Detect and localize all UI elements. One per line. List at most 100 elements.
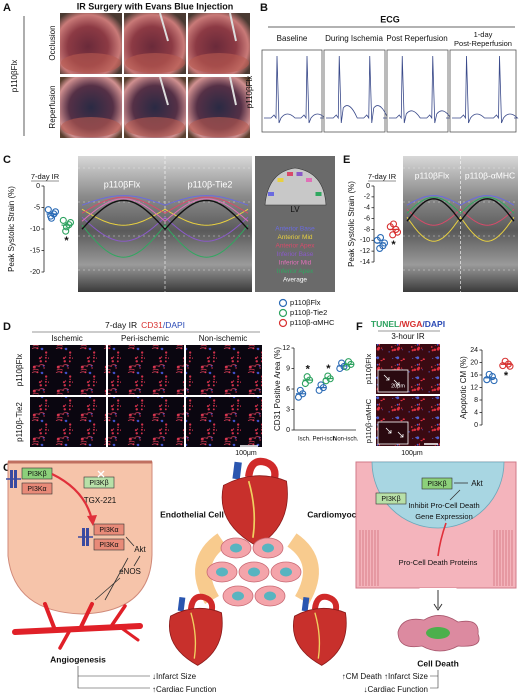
cell-type-label: Cardiomyocyte — [307, 509, 369, 519]
ecg-frame — [449, 49, 517, 133]
column-label: Post-Reperfusion — [454, 39, 512, 48]
row-label: p110βFlx — [364, 354, 373, 385]
group-label: p110βFlx — [10, 60, 19, 92]
tissue — [61, 117, 121, 137]
y-tick-label: 24 — [470, 347, 478, 354]
segment-legend: Inferior Base — [277, 251, 314, 258]
strain-curve — [81, 199, 249, 231]
tissue — [125, 53, 185, 73]
data-point — [62, 227, 70, 235]
y-axis-label: CD31 Positive Area (%) — [273, 347, 282, 431]
blood-vessel — [108, 604, 127, 630]
enos-label: eNOS — [119, 567, 141, 576]
ecg-frame — [261, 49, 323, 133]
nucleus — [248, 567, 260, 577]
panel-title: ECG — [380, 14, 400, 24]
y-tick-label: 12 — [282, 345, 290, 352]
row-label: Reperfusion — [48, 85, 57, 128]
y-axis-label: Peak Systolic Strain (%) — [347, 181, 356, 267]
ecg-trace — [452, 55, 519, 124]
y-tick-label: 0 — [36, 183, 40, 190]
kinase-box — [375, 492, 407, 505]
y-tick-label: -10 — [360, 237, 370, 244]
nucleus — [230, 543, 242, 553]
blood-vessel — [58, 628, 72, 650]
subtitle: 3-hour IR — [391, 332, 425, 341]
heart-aorta — [187, 593, 216, 614]
strain-curve — [406, 216, 515, 242]
legend-label: p110βFlx — [290, 298, 321, 307]
segment-legend: Anterior Apex — [275, 243, 315, 250]
ecg-trace — [326, 55, 389, 124]
strain-curve — [406, 195, 515, 206]
y-tick-label: -20 — [30, 269, 40, 276]
kinase-box — [421, 477, 453, 490]
inhibition-mark — [97, 470, 105, 478]
forceps — [159, 12, 169, 42]
title-part: /DAPI — [163, 320, 185, 330]
effect-label: ↓Cardiac Function — [364, 685, 428, 694]
significance: * — [64, 235, 69, 247]
outcome-label: Cell Death — [417, 658, 459, 668]
segment-legend: Anterior Mid — [277, 234, 312, 241]
arrow — [385, 427, 392, 434]
row-label: p110β-αMHC — [364, 398, 373, 443]
kinase-box — [21, 467, 53, 480]
ecg-frame — [386, 49, 449, 133]
strain-curve — [81, 196, 249, 214]
protein-label: Pro-Cell Death Proteins — [399, 558, 478, 567]
title-part: 7-day IR — [105, 320, 137, 330]
segment-legend: Inferior Mid — [279, 260, 312, 267]
segment-legend: Inferior Apex — [277, 268, 314, 275]
data-point — [376, 234, 385, 242]
x-tick-label: Peri-isch. — [312, 437, 337, 443]
kinase-box-label: PI3Kβ — [381, 496, 400, 503]
data-point — [51, 208, 60, 216]
nucleus — [280, 567, 292, 577]
tissue — [189, 53, 249, 73]
nucleus — [264, 591, 276, 601]
segment-legend: Average — [283, 277, 307, 284]
transition-arrow — [195, 533, 227, 605]
arrow — [125, 536, 135, 547]
forceps — [229, 76, 237, 106]
kinase-box-label: PI3Kα — [99, 527, 118, 534]
y-axis-label: Peak Systolic Strain (%) — [7, 186, 16, 272]
y-tick-label: 0 — [474, 422, 478, 429]
heart-aorta — [245, 457, 279, 483]
scale-bar-label: 100μm — [235, 450, 257, 457]
nucleus — [232, 591, 244, 601]
arrow — [393, 379, 400, 386]
scale-bar-label: 100μm — [401, 450, 423, 457]
row-label: p110βFlx — [15, 354, 24, 386]
kinase-box-label: PI3Kβ — [27, 471, 46, 478]
nucleus — [216, 567, 228, 577]
significance: * — [391, 239, 396, 251]
kinase-box-label: PI3Kα — [99, 542, 118, 549]
kinase-box-label: PI3Kβ — [427, 481, 446, 488]
y-tick-label: -15 — [30, 247, 40, 254]
title-part: /WGA — [399, 319, 422, 329]
akt-label: Akt — [471, 479, 483, 488]
down-arrow — [433, 590, 443, 611]
legend-label: p110β-Tie2 — [290, 308, 327, 317]
nucleus — [426, 627, 450, 639]
group-label: p110βFlx — [245, 76, 254, 108]
strain-curve — [81, 224, 249, 258]
micrograph — [30, 345, 106, 395]
panel-letter: A — [3, 2, 11, 14]
akt-label: Akt — [134, 545, 146, 554]
forceps — [159, 76, 169, 106]
action-label: Gene Expression — [415, 512, 473, 521]
arrow — [94, 577, 121, 601]
ecg-trace — [264, 55, 326, 124]
chart-title: 7-day IR — [368, 172, 397, 181]
image-label: p110β-αMHC — [465, 170, 515, 180]
inset — [377, 369, 409, 393]
segment-legend: Anterior Base — [275, 226, 315, 233]
row-label: p110β-Tie2 — [15, 402, 24, 442]
heart-vein — [301, 597, 310, 612]
column-label: Post Reperfusion — [386, 34, 447, 43]
